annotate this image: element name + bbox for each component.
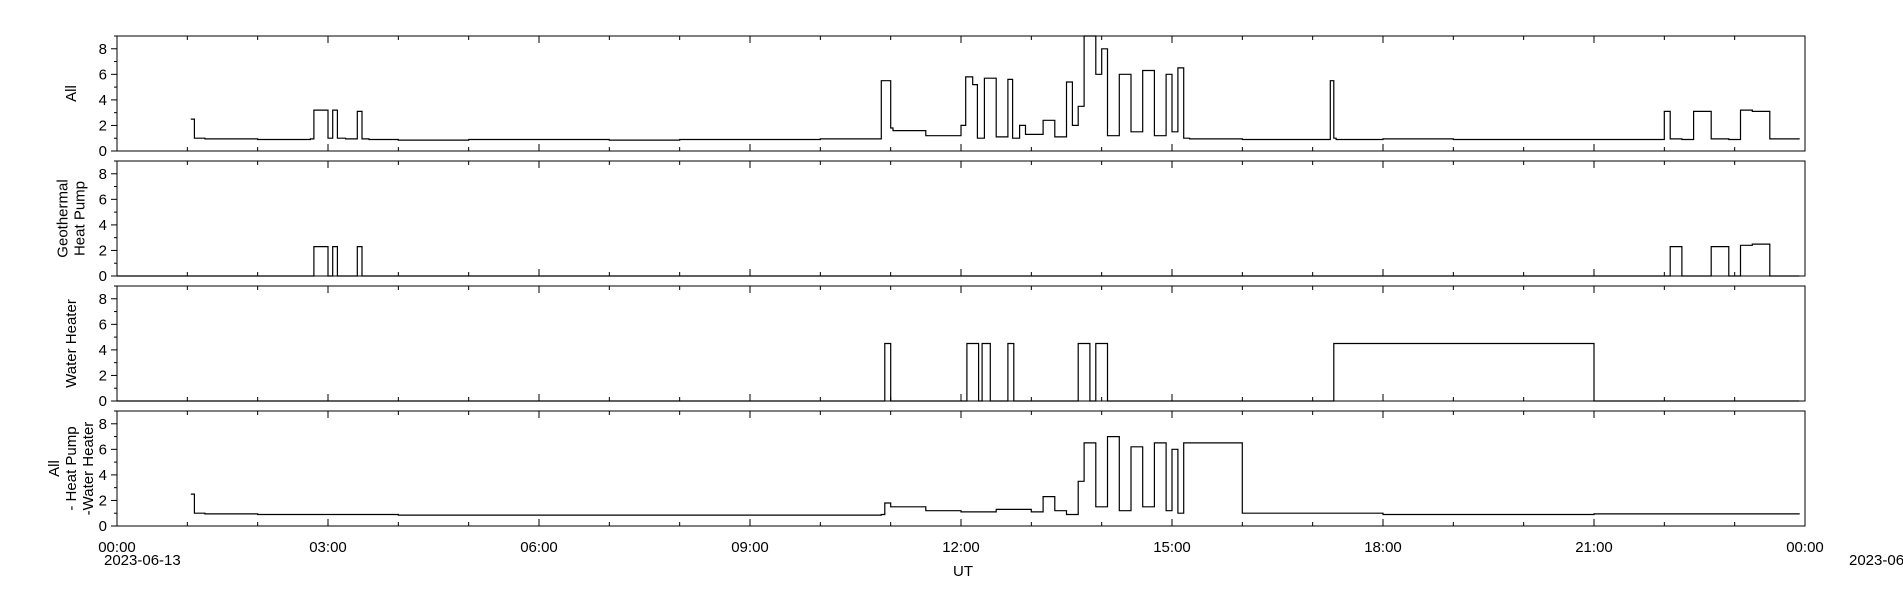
- y-axis-label: - Heat Pump: [63, 426, 80, 510]
- y-tick-label: 4: [99, 467, 107, 484]
- x-tick-label: 00:00: [1786, 539, 1824, 556]
- x-tick-label: 00:00: [98, 539, 136, 556]
- x-end-date: 2023-06-14: [1849, 552, 1903, 569]
- x-axis: 00:00 03:00 06:00 09:00 12:00 15:00 18:00 21:00…: [98, 539, 1824, 556]
- y-axis-label: -Water Heater: [80, 422, 97, 516]
- y-axis-label: All: [63, 85, 80, 102]
- y-axis-label: Heat Pump: [72, 181, 89, 256]
- series-line: [117, 243, 1800, 277]
- y-tick-label: 6: [99, 191, 107, 208]
- series-line: [190, 35, 1800, 141]
- y-tick-label: 4: [99, 217, 107, 234]
- x-tick-label: 15:00: [1153, 539, 1191, 556]
- panel-frame: [116, 160, 1806, 277]
- y-tick-label: 8: [99, 166, 107, 183]
- x-tick-label: 21:00: [1575, 539, 1613, 556]
- x-start-date: 2023-06-13: [104, 552, 181, 569]
- y-tick-label: 2: [99, 367, 107, 384]
- panel-4: 0 2 4 6 8 All - Heat Pump -Water Heater: [46, 410, 1806, 535]
- y-axis-label: Water Heater: [63, 299, 80, 388]
- panel-2: 0 2 4 6 8 Geothermal Heat Pump: [55, 160, 1806, 285]
- x-tick-label: 12:00: [942, 539, 980, 556]
- panel-1: 0 2 4 6 8 All: [63, 35, 1806, 160]
- y-tick-label: 4: [99, 92, 107, 109]
- y-tick-label: 0: [99, 143, 107, 160]
- panel-3: 0 2 4 6 8 Water Heater: [63, 285, 1806, 410]
- panel-frame: [116, 410, 1806, 527]
- y-tick-label: 2: [99, 492, 107, 509]
- series-line: [117, 342, 1800, 402]
- series-line: [190, 436, 1800, 516]
- y-tick-label: 0: [99, 518, 107, 535]
- y-tick-label: 0: [99, 268, 107, 285]
- y-tick-label: 0: [99, 393, 107, 410]
- y-axis-label: All: [46, 460, 63, 477]
- y-tick-label: 8: [99, 291, 107, 308]
- plot-panels: 0 2 4 6 8 All 0 2 4 6 8 Geothermal Heat Pump 0 2 4 6 8 Wat…: [46, 35, 1806, 535]
- x-tick-label: 09:00: [731, 539, 769, 556]
- y-tick-label: 6: [99, 66, 107, 83]
- x-tick-label: 18:00: [1364, 539, 1402, 556]
- y-axis-label: Geothermal: [55, 179, 72, 257]
- x-axis-label: UT: [953, 563, 973, 580]
- y-tick-label: 6: [99, 316, 107, 333]
- y-tick-label: 8: [99, 416, 107, 433]
- x-tick-label: 06:00: [520, 539, 558, 556]
- y-tick-label: 4: [99, 342, 107, 359]
- y-tick-label: 6: [99, 441, 107, 458]
- y-tick-label: 8: [99, 41, 107, 58]
- x-tick-label: 03:00: [309, 539, 347, 556]
- y-tick-label: 2: [99, 117, 107, 134]
- y-tick-label: 2: [99, 242, 107, 259]
